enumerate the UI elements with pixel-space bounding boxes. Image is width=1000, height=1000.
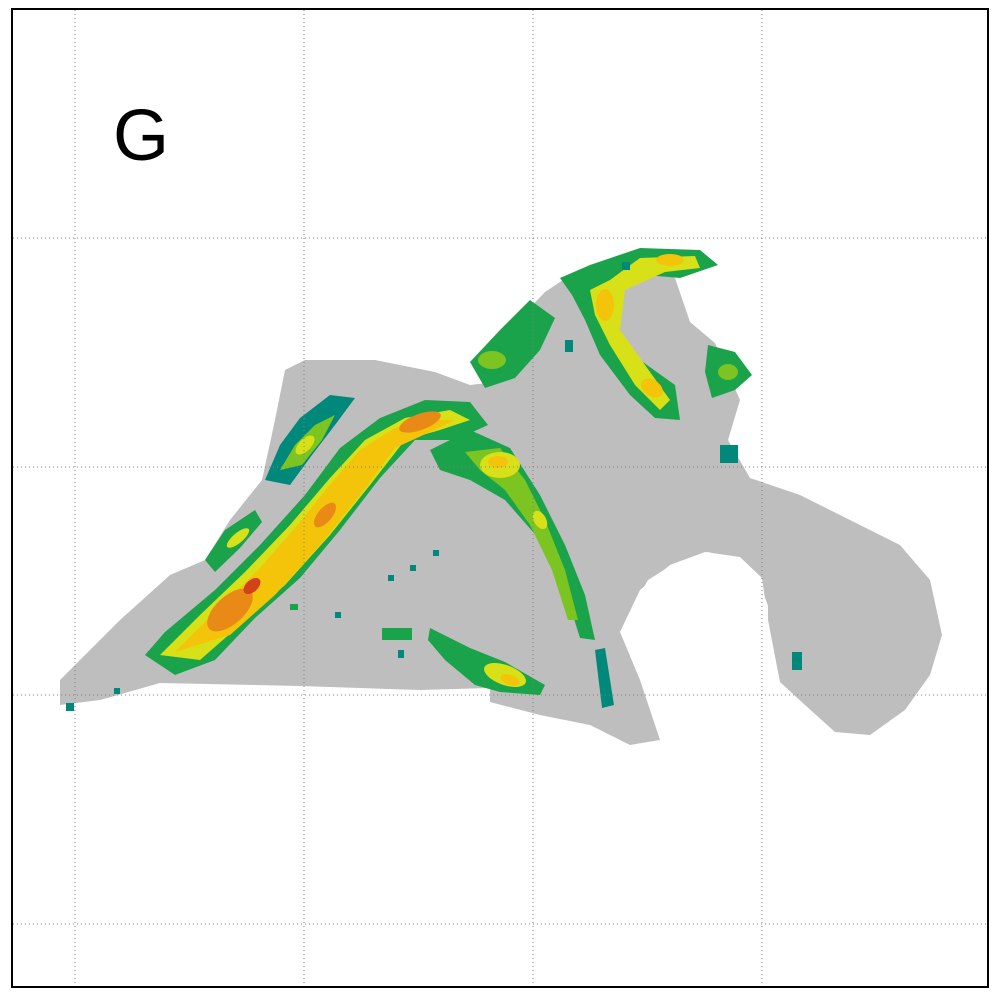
hotspot-south-patch-peak	[500, 674, 520, 686]
panel-label: G	[113, 96, 170, 176]
hotspot-band-upper	[399, 411, 441, 433]
hotspot-west-patch-core	[226, 528, 250, 548]
hotspot-cell	[290, 604, 298, 610]
hotspot-ne-hook-peak	[596, 289, 614, 321]
hotspot-cell	[410, 565, 416, 571]
hotspot-central-arm-lower	[532, 510, 548, 530]
hotspot-ne-hook-peak3	[656, 254, 684, 266]
hotspot-cell	[433, 550, 439, 556]
hotspot-cell	[66, 703, 74, 711]
density-hotspots	[66, 248, 802, 711]
area-hole	[625, 552, 768, 700]
hotspot-cell	[398, 650, 404, 658]
hotspot-far-east-dot	[792, 652, 802, 670]
hotspot-cell	[565, 340, 573, 352]
hotspot-cell	[335, 612, 341, 618]
hotspot-central-arm-peak2	[488, 456, 508, 468]
hotspot-band-main-max-core	[243, 577, 261, 595]
hotspot-east-patch-core	[718, 364, 738, 380]
hotspot-cell	[382, 628, 412, 640]
hotspot-central-arm-core	[465, 448, 578, 620]
hotspot-band-main-max	[207, 588, 253, 632]
hotspot-north-patch-core	[478, 351, 506, 369]
hotspot-band-mid	[313, 502, 337, 528]
hotspot-cell	[622, 262, 630, 270]
hotspot-nw-band-peak	[295, 435, 315, 455]
hotspot-cell	[114, 688, 120, 694]
hotspot-ne-hook-core	[590, 256, 700, 410]
map-grid	[13, 10, 987, 986]
hotspot-cell	[388, 575, 394, 581]
hotspot-ne-hook-peak2	[641, 378, 663, 398]
hotspot-east-dot	[720, 445, 738, 463]
hotspot-east-thin	[595, 648, 614, 708]
